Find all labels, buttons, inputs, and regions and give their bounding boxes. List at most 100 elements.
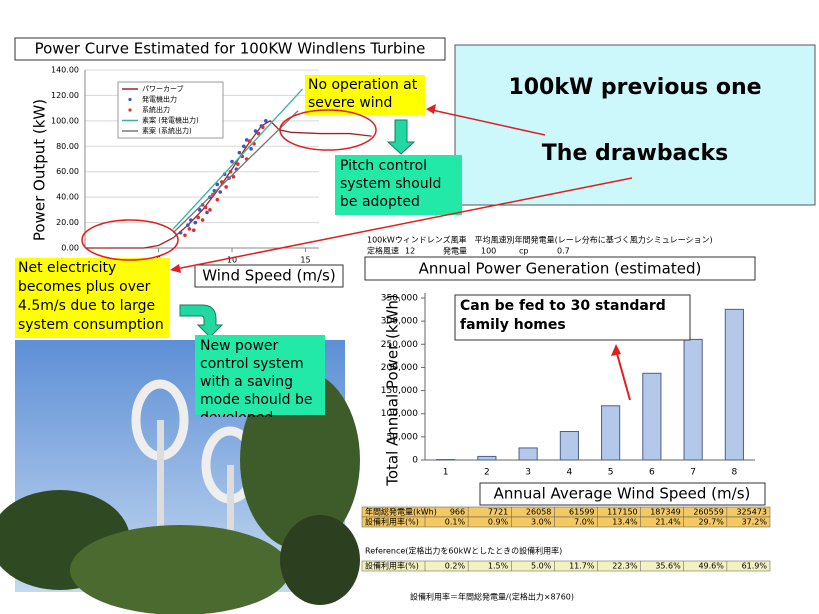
- point: [261, 125, 265, 130]
- table-cell: 22.3%: [612, 562, 638, 571]
- point: [215, 182, 220, 187]
- callout: [195, 335, 325, 415]
- legend-label: パワーカーブ: [142, 84, 184, 93]
- y-tick-label: 50,000: [387, 432, 419, 442]
- y-axis-label: Power Output (kW): [31, 99, 49, 241]
- table-cell: 49.6%: [698, 562, 724, 571]
- table-cell: 117150: [607, 508, 638, 517]
- x-axis-label: Wind Speed (m/s): [202, 267, 335, 285]
- callout-text: Net electricity becomes plus over 4.5m/s…: [18, 260, 164, 333]
- y-tick-label: 40.00: [56, 193, 79, 202]
- callout-text: New power control system with a saving m…: [200, 338, 313, 417]
- table-cell: 0.2%: [445, 562, 466, 571]
- point: [264, 119, 268, 123]
- table-row: [361, 560, 771, 572]
- point: [203, 205, 208, 210]
- sheet-footer: 設備利用率＝年間総発電量/(定格出力×8760): [410, 592, 574, 602]
- point: [197, 208, 202, 212]
- panel-line: The drawbacks: [542, 141, 728, 166]
- y-tick-label: 350,000: [381, 294, 418, 304]
- table-label: 年間総発電量(kWh): [365, 507, 437, 517]
- table-cell: 1.5%: [488, 562, 509, 571]
- x-tick-label: 6: [649, 468, 655, 478]
- bar: [642, 372, 662, 461]
- x-tick-label: 8: [732, 468, 738, 478]
- block-arrow: [386, 119, 416, 155]
- legend-swatch: [128, 108, 132, 112]
- arrow: [615, 349, 631, 401]
- y-tick-label: 120.00: [51, 91, 79, 100]
- callout-text: No operation at severe wind: [308, 77, 418, 111]
- bar: [477, 455, 497, 461]
- reference: Reference(定格出力を60kWとしたときの設備利用率): [365, 546, 562, 556]
- y-tick-label: 100.00: [51, 116, 79, 125]
- x-axis-label-box: [194, 264, 344, 288]
- point: [183, 233, 187, 238]
- callout-text: Pitch control system should be adopted: [340, 158, 442, 210]
- point: [186, 223, 190, 227]
- y-tick-label: 300,000: [381, 317, 418, 327]
- bar: [601, 405, 621, 461]
- panel: [454, 44, 816, 206]
- table-cell: 61599: [569, 508, 594, 517]
- point: [231, 175, 236, 179]
- table-cell: 13.4%: [612, 518, 638, 527]
- callout-box: New power control system with a saving m…: [200, 338, 313, 417]
- param: cp: [519, 247, 528, 256]
- table-cell: 0.1%: [445, 518, 466, 527]
- sheet: [360, 232, 772, 606]
- point: [193, 220, 198, 225]
- point: [200, 218, 205, 222]
- arrow-head: [611, 344, 621, 356]
- y-tick-label: 20.00: [56, 218, 79, 227]
- table-cell: 26058: [526, 508, 551, 517]
- table-cell: 29.7%: [698, 518, 724, 527]
- legend: [117, 81, 224, 139]
- table-cell: 7.0%: [574, 518, 595, 527]
- legend-label: 素案 (系統出力): [142, 126, 192, 135]
- arrow-head: [426, 104, 436, 114]
- series-line: [172, 88, 304, 230]
- table-cell: 5.0%: [531, 562, 552, 571]
- x-axis-label: Annual Average Wind Speed (m/s): [494, 485, 751, 503]
- point: [219, 180, 224, 184]
- x-tick-label: 15: [300, 256, 310, 265]
- bar: [724, 308, 744, 461]
- x-tick-label: 2: [484, 468, 490, 478]
- chart-title-box: [14, 37, 446, 61]
- point: [218, 190, 223, 194]
- arrow-head: [170, 264, 181, 273]
- y-tick-label: 0: [412, 456, 418, 466]
- table-row: [361, 516, 771, 528]
- param: 定格風速: [367, 246, 399, 256]
- bar: [683, 338, 703, 461]
- point: [215, 197, 220, 202]
- x-tick-label: 1: [443, 468, 449, 478]
- x-tick-label: 10: [227, 256, 237, 265]
- param: 100: [481, 247, 496, 256]
- point: [224, 185, 228, 189]
- y-axis-label: Total Annual Power (kWh): [384, 294, 402, 487]
- point: [249, 147, 253, 151]
- x-axis-label-box: [479, 482, 766, 506]
- annotation-box: [454, 294, 691, 341]
- legend-swatch: [128, 97, 132, 102]
- annotation: Can be fed to 30 standard family homes: [460, 298, 666, 333]
- panel-line: 100kW previous one: [508, 75, 761, 100]
- table-cell: 7721: [488, 508, 508, 517]
- point: [187, 227, 192, 231]
- legend-label: 発電機出力: [142, 95, 177, 104]
- chart-title-box: [364, 256, 756, 281]
- table-cell: 3.0%: [531, 518, 552, 527]
- table-label: 設備利用率(%): [365, 561, 419, 571]
- callout-box: Net electricity becomes plus over 4.5m/s…: [18, 260, 164, 333]
- y-tick-label: 80.00: [56, 142, 79, 151]
- callout: [305, 75, 425, 115]
- point: [253, 129, 258, 133]
- callout: [15, 258, 170, 338]
- chart-title: Annual Power Generation (estimated): [419, 260, 702, 278]
- point: [205, 210, 209, 215]
- param: 発電量: [443, 247, 467, 256]
- table-cell: 187349: [650, 508, 681, 517]
